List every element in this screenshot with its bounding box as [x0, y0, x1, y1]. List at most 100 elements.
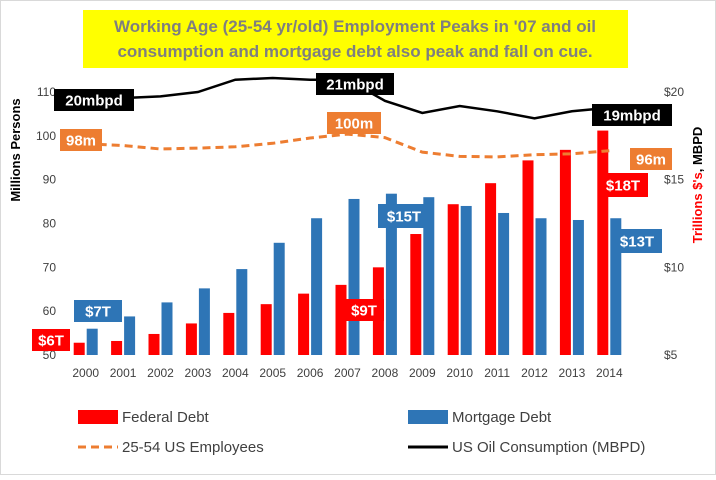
federal-debt-bar — [335, 284, 347, 355]
federal-debt-bar — [522, 160, 534, 355]
federal-debt-bar — [148, 333, 160, 355]
callout-box — [612, 229, 662, 253]
callout-box — [378, 204, 430, 228]
callout-box — [344, 299, 384, 321]
federal-debt-bar — [447, 204, 459, 355]
callout-7t: $7T — [74, 300, 122, 322]
bar-layer — [73, 130, 622, 355]
federal-debt-bar — [410, 234, 422, 355]
legend-swatch-federal-debt — [78, 410, 118, 424]
y-axis-label: Millions Persons — [8, 98, 23, 201]
x-tick-label: 2000 — [72, 366, 99, 380]
callout-15t: $15T — [378, 204, 430, 228]
title-box — [83, 10, 628, 68]
mortgage-debt-bar — [348, 198, 360, 355]
x-tick-label: 2002 — [147, 366, 174, 380]
x-tick-label: 2011 — [484, 366, 510, 380]
y2-tick-label: $20 — [664, 85, 684, 99]
callout-96m: 96m — [630, 148, 672, 170]
mortgage-debt-bar — [86, 328, 98, 355]
y-tick-label: 60 — [43, 304, 57, 318]
mortgage-debt-bar — [124, 316, 136, 355]
callout-box — [32, 329, 70, 351]
x-tick-label: 2004 — [222, 366, 249, 380]
y-tick-label: 100 — [36, 129, 56, 143]
mortgage-debt-bar — [161, 302, 173, 355]
callout-box — [598, 173, 648, 197]
y2-axis-label-currency: Trillions $'s — [690, 172, 705, 243]
callout-box — [60, 129, 102, 151]
callout-text: $7T — [85, 304, 111, 321]
callout-98m: 98m — [60, 129, 102, 151]
y2-axis-label-units: , MBPD — [690, 127, 705, 173]
y2-axis-label: Trillions $'s, MBPD — [690, 127, 705, 244]
x-tick-label: 2013 — [559, 366, 586, 380]
callout-19mbpd: 19mbpd — [592, 104, 672, 126]
y-tick-label: 50 — [43, 348, 57, 362]
mortgage-debt-bar — [610, 218, 622, 355]
callout-100m: 100m — [327, 112, 381, 134]
chart-title-line-1: Working Age (25-54 yr/old) Employment Pe… — [114, 17, 596, 36]
callout-text: $18T — [606, 178, 640, 195]
y-tick-label: 80 — [43, 217, 57, 231]
x-tick-label: 2007 — [334, 366, 361, 380]
callout-text: 20mbpd — [65, 93, 123, 110]
federal-debt-bar — [185, 323, 197, 355]
y2-axis-ticks: $5 $10 $15 $20 — [664, 85, 684, 362]
legend-label-employees: 25-54 US Employees — [122, 439, 264, 456]
mortgage-debt-bar — [198, 288, 210, 355]
callout-text: 96m — [636, 152, 666, 169]
callout-box — [630, 148, 672, 170]
x-tick-label: 2012 — [521, 366, 548, 380]
mortgage-debt-bar — [460, 205, 472, 355]
x-tick-label: 2008 — [372, 366, 399, 380]
callout-20mbpd: 20mbpd — [54, 89, 134, 111]
federal-debt-bar — [260, 304, 272, 355]
callout-text: 98m — [66, 133, 96, 150]
mortgage-debt-bar — [535, 218, 547, 355]
federal-debt-bar — [73, 342, 85, 355]
y-tick-label: 90 — [43, 173, 57, 187]
federal-debt-bar — [298, 293, 310, 355]
legend-swatch-mortgage-debt — [408, 410, 448, 424]
x-tick-label: 2005 — [259, 366, 286, 380]
y2-tick-label: $15 — [664, 173, 684, 187]
x-tick-label: 2001 — [110, 366, 137, 380]
legend: Federal Debt Mortgage Debt 25-54 US Empl… — [78, 409, 645, 456]
mortgage-debt-bar — [311, 218, 323, 355]
mortgage-debt-bar — [385, 193, 397, 355]
federal-debt-bar — [111, 340, 123, 355]
callout-box — [327, 112, 381, 134]
x-tick-label: 2010 — [446, 366, 473, 380]
x-axis-ticks: 2000 2001 2002 2003 2004 2005 2006 2007 … — [72, 366, 623, 380]
y-tick-label: 70 — [43, 260, 57, 274]
mortgage-debt-bar — [572, 219, 584, 355]
federal-debt-bar — [485, 183, 497, 355]
y-axis-ticks: 50 60 70 80 90 100 110 — [36, 85, 56, 362]
callout-text: 100m — [335, 116, 373, 133]
callout-text: 21mbpd — [326, 77, 384, 94]
y-tick-label: 110 — [37, 85, 56, 99]
employees-line — [85, 132, 610, 159]
x-tick-label: 2009 — [409, 366, 436, 380]
callout-box — [54, 89, 134, 111]
x-tick-label: 2014 — [596, 366, 623, 380]
x-tick-label: 2003 — [185, 366, 212, 380]
callout-box — [74, 300, 122, 322]
mortgage-debt-bar — [423, 197, 435, 355]
callout-9t: $9T — [344, 299, 384, 321]
federal-debt-bar — [559, 149, 571, 355]
callout-box — [316, 73, 394, 95]
callout-18t: $18T — [598, 173, 648, 197]
callout-text: $9T — [351, 303, 377, 320]
federal-debt-bar — [597, 130, 609, 355]
mortgage-debt-bar — [273, 242, 285, 355]
legend-label-mortgage-debt: Mortgage Debt — [452, 409, 552, 426]
mortgage-debt-bar — [498, 212, 510, 355]
y2-tick-label: $5 — [664, 348, 678, 362]
callout-text: $13T — [620, 234, 654, 251]
callout-13t: $13T — [612, 229, 662, 253]
chart-title-line-2: consumption and mortgage debt also peak … — [117, 42, 592, 61]
